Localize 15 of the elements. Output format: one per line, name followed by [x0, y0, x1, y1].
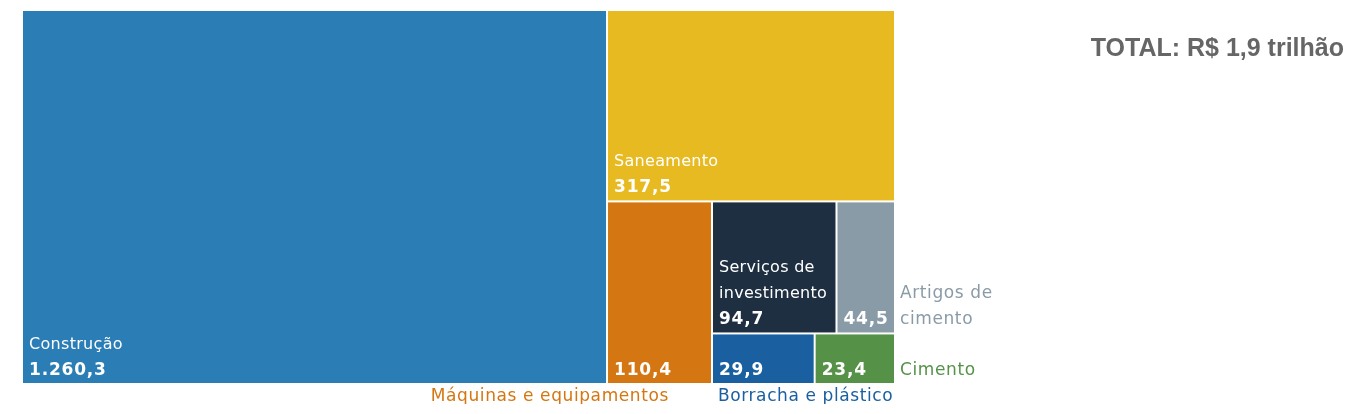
category-label: Saneamento: [614, 151, 719, 171]
data-label: 44,5: [843, 308, 889, 329]
category-label: Borracha e plástico: [717, 385, 894, 405]
category-label: Cimento: [900, 359, 976, 379]
data-label: 317,5: [614, 176, 672, 197]
category-label: Construção: [29, 334, 123, 353]
category-label: Artigos de cimento: [900, 282, 993, 329]
text: TOTAL: R$ 1,9 trilhão: [1090, 33, 1344, 61]
data-label: 23,4: [821, 359, 867, 379]
data-label: 1.260,3: [29, 359, 107, 379]
category-label: Serviços de investimento: [718, 257, 828, 303]
data-label: 94,7: [718, 308, 765, 329]
data-label: 29,9: [718, 359, 765, 379]
category-label: Máquinas e equipamentos: [430, 385, 669, 405]
data-label: 110,4: [614, 359, 672, 379]
